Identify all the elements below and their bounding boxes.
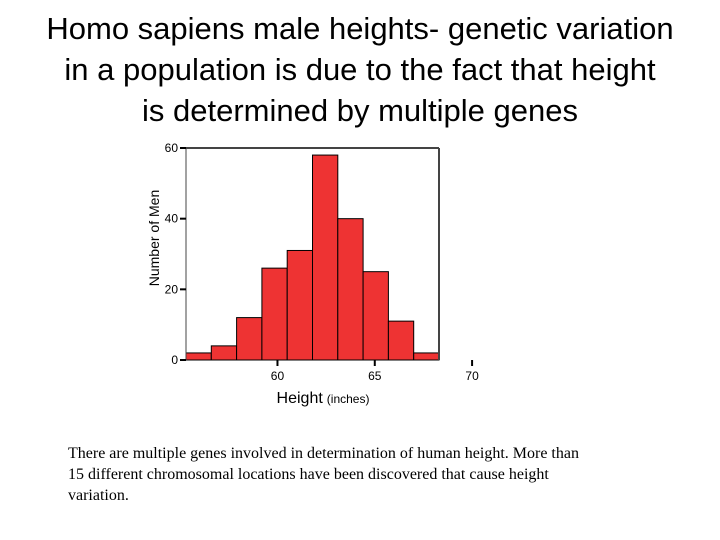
histogram-bar [337, 218, 364, 361]
x-axis-label: Height (inches) [277, 390, 370, 407]
x-axis-ticks: 60 65 70 [271, 360, 479, 383]
histogram-bar [413, 352, 440, 361]
page-title: Homo sapiens male heights- genetic varia… [20, 8, 700, 131]
x-tick-label: 70 [465, 369, 479, 383]
histogram-bar [387, 320, 415, 361]
histogram-bars [185, 154, 440, 361]
histogram-bar [185, 352, 212, 361]
x-tick-label: 65 [368, 369, 382, 383]
title-line: in a population is due to the fact that … [64, 52, 656, 87]
y-tick-label: 20 [165, 282, 179, 296]
y-tick-label: 60 [165, 141, 179, 155]
histogram-bar [312, 154, 339, 361]
caption-line: variation. [68, 487, 129, 504]
x-axis-label-unit: (inches) [327, 392, 370, 406]
histogram-bar [286, 249, 314, 361]
histogram-bar [261, 267, 288, 361]
y-axis-label: Number of Men [146, 190, 162, 286]
histogram-bar [236, 317, 263, 361]
title-line: Homo sapiens male heights- genetic varia… [46, 11, 674, 46]
y-axis-ticks: 0 20 40 60 [165, 141, 186, 367]
caption-line: There are multiple genes involved in det… [68, 445, 579, 462]
title-line: is determined by multiple genes [142, 93, 578, 128]
x-axis-label-main: Height [277, 390, 324, 407]
x-tick-label: 60 [271, 369, 285, 383]
histogram-bar [210, 345, 238, 361]
caption: There are multiple genes involved in det… [68, 443, 668, 506]
histogram-bar [362, 271, 389, 361]
y-tick-label: 0 [171, 353, 178, 367]
y-tick-label: 40 [165, 212, 179, 226]
plot-frame [185, 147, 440, 360]
caption-line: 15 different chromosomal locations have … [68, 466, 549, 483]
